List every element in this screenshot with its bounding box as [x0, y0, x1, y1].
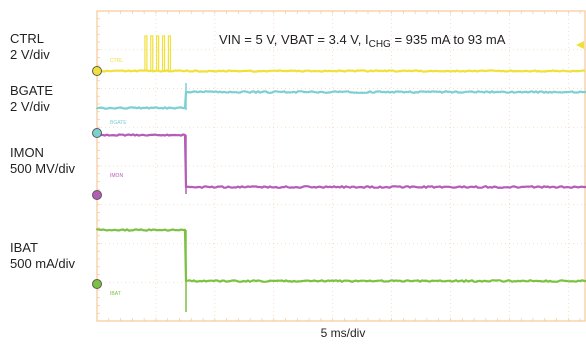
ctrl-name: CTRL	[10, 31, 50, 47]
imon-name: IMON	[10, 145, 75, 161]
ibat-name: IBAT	[10, 240, 75, 256]
channel-tag-imon: IMON	[110, 173, 123, 179]
ground-marker-ctrl	[93, 67, 102, 76]
title-suffix: = 935 mA to 93 mA	[391, 32, 506, 47]
ibat-scale: 500 mA/div	[10, 256, 75, 272]
chart-title: VIN = 5 V, VBAT = 3.4 V, ICHG = 935 mA t…	[219, 32, 505, 50]
ground-marker-bgate	[93, 129, 102, 138]
bgate-scale: 2 V/div	[10, 99, 53, 115]
time-scale-label: 5 ms/div	[0, 326, 586, 340]
bgate-name: BGATE	[10, 83, 53, 99]
ibat-label: IBAT 500 mA/div	[10, 240, 75, 272]
channel-tag-ibat: IBAT	[110, 291, 121, 297]
ctrl-scale: 2 V/div	[10, 47, 50, 63]
title-prefix: VIN = 5 V, VBAT = 3.4 V, I	[219, 32, 369, 47]
imon-scale: 500 MV/div	[10, 161, 75, 177]
imon-label: IMON 500 MV/div	[10, 145, 75, 177]
channel-tag-ctrl: CTRL	[110, 58, 123, 64]
ctrl-label: CTRL 2 V/div	[10, 31, 50, 63]
bgate-label: BGATE 2 V/div	[10, 83, 53, 115]
ground-marker-ibat	[93, 280, 102, 289]
ground-marker-imon	[93, 191, 102, 200]
title-sub: CHG	[369, 39, 391, 50]
channel-tag-bgate: BGATE	[110, 120, 127, 126]
